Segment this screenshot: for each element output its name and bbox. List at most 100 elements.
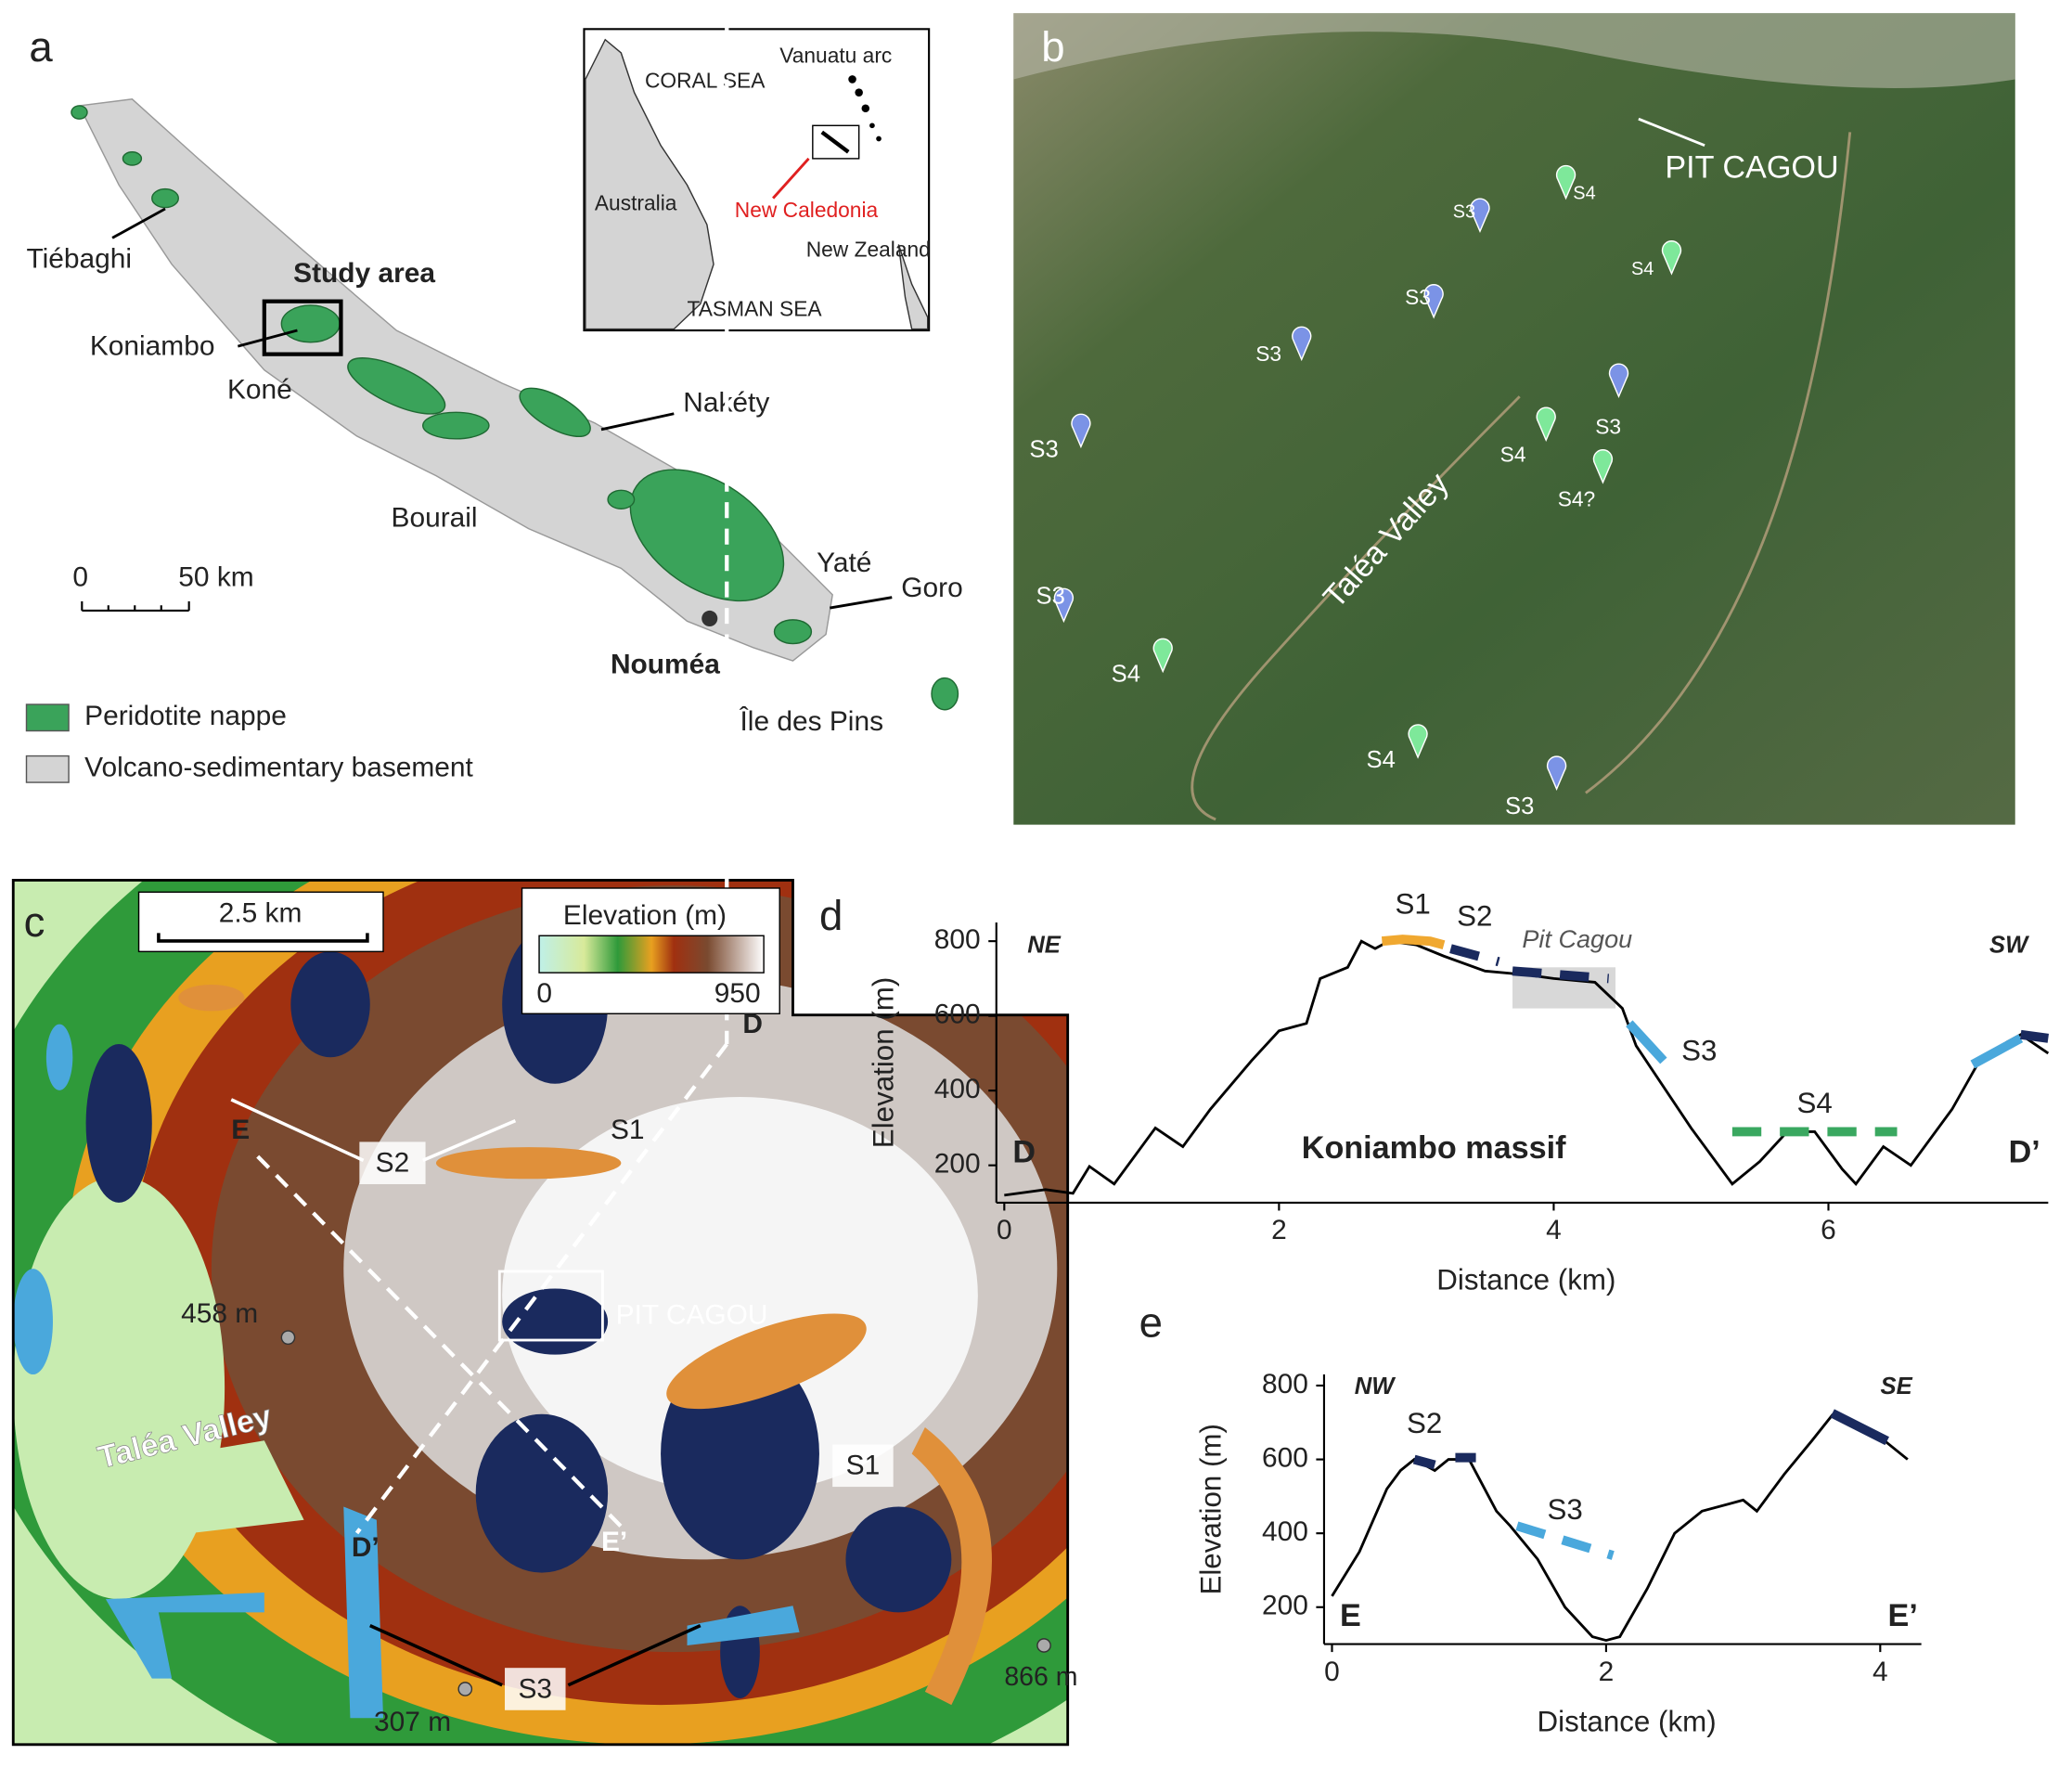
scale-label: 50 km — [178, 562, 253, 593]
colorbar-tick: 950 — [714, 978, 761, 1009]
marker — [1555, 164, 1577, 200]
place-label: Koniambo — [90, 330, 215, 361]
panel-c: c 2.5 km Elevation (m) 0 950 D E S2 S1 4… — [11, 0, 1078, 1747]
arrows — [230, 1098, 517, 1162]
segment — [1449, 944, 1500, 967]
inset-label: TASMAN SEA — [688, 297, 823, 321]
y-tick-label: 600 — [1262, 1442, 1308, 1473]
marker-label: S3 — [1405, 285, 1431, 309]
place-label: Yaté — [817, 548, 871, 578]
marker-label: S3 — [1505, 793, 1534, 819]
label-box — [359, 1141, 426, 1184]
colorbar-title: Elevation (m) — [563, 900, 727, 931]
new-zealand — [897, 244, 929, 330]
map-label: S3 — [518, 1673, 552, 1704]
map-label: 458 m — [181, 1298, 258, 1329]
legend-swatch — [25, 755, 70, 783]
peridotite — [71, 105, 959, 711]
annotation: Koniambo massif — [1302, 1130, 1566, 1166]
city-dot — [701, 610, 718, 627]
x-tick-label: 4 — [1873, 1657, 1888, 1687]
marker-label: S4 — [1112, 661, 1140, 687]
segment-label: S3 — [1547, 1493, 1582, 1526]
marker — [1292, 326, 1312, 362]
scale-bar — [157, 933, 369, 943]
x-tick-label: 4 — [1546, 1215, 1562, 1245]
y-tick-label: 600 — [934, 1000, 981, 1030]
marker-label: S3 — [1036, 583, 1064, 609]
map-label: 866 m — [1004, 1662, 1077, 1692]
map-label: 307 m — [374, 1707, 451, 1737]
segment-label: S3 — [1681, 1034, 1717, 1066]
profile-line — [1331, 1413, 1909, 1643]
panel-letter: b — [1041, 23, 1064, 71]
marker — [1071, 413, 1091, 449]
marker — [1423, 284, 1444, 319]
segment-label: S2 — [1407, 1407, 1442, 1439]
marker-label: S3 — [1595, 414, 1621, 438]
segment-label: S1 — [1396, 888, 1431, 921]
marker — [1470, 198, 1490, 234]
map-label: PIT CAGOU — [616, 1299, 768, 1330]
scale-label: 0 — [72, 562, 88, 593]
legend-swatch — [25, 703, 70, 732]
y-tick-label: 400 — [934, 1074, 981, 1104]
segment-label: S4 — [1797, 1087, 1833, 1119]
profile-lines — [256, 0, 729, 1535]
place-label: Study area — [293, 258, 435, 289]
arrows — [369, 1623, 701, 1687]
vanuatu — [848, 75, 882, 142]
scale-bar — [81, 600, 190, 612]
segment — [2020, 1029, 2050, 1043]
colorbar — [538, 935, 765, 974]
scale-label: 2.5 km — [219, 897, 302, 928]
marker — [1608, 363, 1629, 399]
segment — [1412, 1454, 1436, 1470]
inset-label: Vanuatu arc — [779, 43, 892, 67]
marker — [1661, 240, 1682, 276]
annotation: SE — [1880, 1374, 1912, 1399]
y-tick-label: 200 — [1262, 1591, 1308, 1621]
marker — [1053, 587, 1075, 624]
x-tick-label: 2 — [1271, 1215, 1287, 1245]
label-box — [832, 1444, 894, 1488]
marker-label: S4 — [1500, 442, 1526, 466]
place-label: Goro — [901, 573, 962, 603]
place-label: Koné — [227, 374, 292, 405]
segment — [1512, 966, 1610, 984]
annotation: E — [1340, 1598, 1361, 1633]
inset-island — [820, 130, 850, 154]
y-axis-title: Elevation (m) — [867, 977, 899, 1148]
marker-label: S4? — [1558, 487, 1596, 511]
inset-label: CORAL SEA — [645, 68, 766, 92]
legend-label: Peridotite nappe — [84, 701, 287, 731]
y-tick-label: 400 — [1262, 1516, 1308, 1547]
place-label: Île des Pins — [740, 706, 884, 737]
marker — [1152, 638, 1173, 674]
marker — [1546, 755, 1567, 791]
marker — [1592, 449, 1614, 484]
marker-label: S3 — [1255, 342, 1281, 366]
study-box — [262, 299, 343, 356]
annotation: D — [1012, 1134, 1036, 1169]
satellite-image — [1013, 13, 2015, 825]
inset-label: New Caledonia — [735, 198, 879, 222]
pit-box — [497, 1270, 604, 1342]
inset-arrow — [772, 157, 810, 200]
marker-label: S3 — [1453, 202, 1475, 223]
segment — [1830, 1409, 1889, 1446]
annotation: NW — [1355, 1374, 1397, 1399]
annotation: SW — [1989, 932, 2030, 958]
inset-label: Australia — [595, 191, 677, 215]
place-label: Nouméa — [611, 650, 720, 680]
map-label: D’ — [352, 1532, 380, 1563]
colorbar-tick: 0 — [536, 978, 552, 1009]
inset-box — [812, 124, 860, 160]
x-tick-label: 6 — [1821, 1215, 1836, 1245]
x-axis-title: Distance (km) — [1436, 1264, 1615, 1296]
segment — [1626, 1020, 1667, 1064]
y-tick-label: 800 — [1262, 1369, 1308, 1399]
segment — [1515, 1521, 1615, 1560]
arrows — [111, 207, 893, 610]
